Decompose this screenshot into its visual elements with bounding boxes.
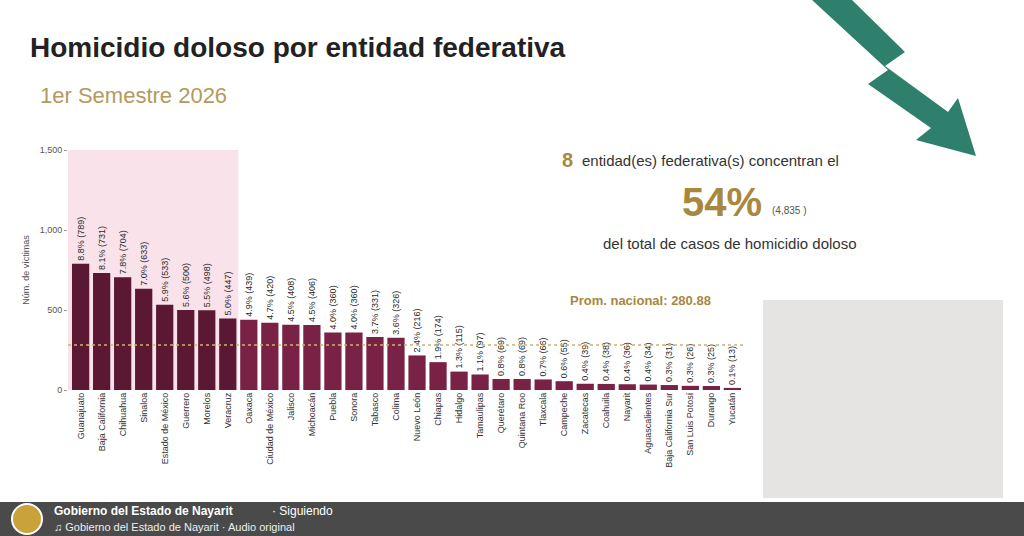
svg-text:San Luis Potosí: San Luis Potosí [685, 392, 695, 456]
svg-text:Baja California: Baja California [97, 393, 107, 452]
svg-text:Querétaro: Querétaro [496, 393, 506, 434]
svg-text:Tabasco: Tabasco [370, 393, 380, 427]
svg-text:54%: 54% [682, 180, 762, 224]
svg-text:4.7% (420): 4.7% (420) [265, 276, 275, 320]
svg-text:1,500: 1,500 [40, 145, 63, 155]
svg-text:Quintana Roo: Quintana Roo [517, 393, 527, 449]
svg-text:Chihuahua: Chihuahua [118, 393, 128, 437]
svg-text:Colima: Colima [391, 393, 401, 421]
svg-text:Veracruz: Veracruz [223, 392, 233, 428]
svg-text:Guerrero: Guerrero [181, 393, 191, 429]
svg-text:3.7% (331): 3.7% (331) [370, 290, 380, 334]
svg-text:Coahuila: Coahuila [601, 393, 611, 429]
svg-text:Hidalgo: Hidalgo [454, 393, 464, 424]
svg-text:0.6% (55): 0.6% (55) [559, 339, 569, 378]
svg-text:2.4% (216): 2.4% (216) [412, 308, 422, 352]
svg-text:Campeche: Campeche [559, 393, 569, 437]
svg-text:1.1% (97): 1.1% (97) [475, 332, 485, 371]
svg-text:1er Semestre 2026: 1er Semestre 2026 [40, 83, 227, 108]
svg-text:(4,835 ): (4,835 ) [772, 205, 806, 216]
svg-text:5.0% (447): 5.0% (447) [223, 271, 233, 315]
svg-text:0.3% (26): 0.3% (26) [685, 344, 695, 383]
svg-text:0.8% (69): 0.8% (69) [517, 337, 527, 376]
svg-text:Puebla: Puebla [328, 393, 338, 421]
svg-text:Zacatecas: Zacatecas [580, 392, 590, 434]
svg-text:Núm. de víctimas: Núm. de víctimas [21, 235, 31, 305]
svg-text:Yucatán: Yucatán [727, 393, 737, 426]
svg-text:0.4% (36): 0.4% (36) [622, 342, 632, 381]
svg-text:Michoacán: Michoacán [307, 393, 317, 437]
svg-text:Durango: Durango [706, 393, 716, 428]
svg-text:Homicidio doloso por entidad f: Homicidio doloso por entidad federativa [30, 32, 566, 63]
svg-text:Guanajuato: Guanajuato [76, 393, 86, 440]
svg-text:4.9% (439): 4.9% (439) [244, 273, 254, 317]
svg-text:7.8% (704): 7.8% (704) [118, 230, 128, 274]
svg-text:· Siguiendo: · Siguiendo [272, 504, 333, 518]
svg-text:0.7% (66): 0.7% (66) [538, 337, 548, 376]
svg-text:4.0% (360): 4.0% (360) [349, 285, 359, 329]
svg-text:4.5% (408): 4.5% (408) [286, 278, 296, 322]
svg-text:8: 8 [562, 149, 573, 171]
svg-text:0: 0 [57, 385, 62, 395]
svg-text:1,000: 1,000 [40, 225, 63, 235]
svg-text:Jalisco: Jalisco [286, 393, 296, 421]
svg-text:Sinaloa: Sinaloa [139, 393, 149, 423]
svg-text:Aguascalientes: Aguascalientes [643, 392, 653, 454]
svg-text:5.9% (533): 5.9% (533) [160, 258, 170, 302]
svg-text:Prom. nacional: 280.88: Prom. nacional: 280.88 [570, 293, 711, 308]
svg-text:Ciudad de México: Ciudad de México [265, 393, 275, 465]
svg-text:Morelos: Morelos [202, 392, 212, 425]
svg-text:Baja California Sur: Baja California Sur [664, 393, 674, 468]
svg-text:500: 500 [47, 305, 62, 315]
svg-text:0.1% (13): 0.1% (13) [727, 346, 737, 385]
svg-text:Tlaxcala: Tlaxcala [538, 393, 548, 427]
svg-text:8.1% (731): 8.1% (731) [97, 226, 107, 270]
svg-text:Nuevo León: Nuevo León [412, 393, 422, 442]
svg-text:0.4% (34): 0.4% (34) [643, 343, 653, 382]
svg-text:entidad(es) federativa(s) conc: entidad(es) federativa(s) concentran el [582, 152, 839, 169]
svg-text:Sonora: Sonora [349, 393, 359, 422]
svg-text:0.4% (38): 0.4% (38) [601, 342, 611, 381]
svg-text:5.6% (500): 5.6% (500) [181, 263, 191, 307]
svg-text:4.0% (360): 4.0% (360) [328, 285, 338, 329]
svg-text:0.3% (25): 0.3% (25) [706, 344, 716, 383]
svg-text:3.6% (326): 3.6% (326) [391, 291, 401, 335]
svg-text:Gobierno del Estado de Nayarit: Gobierno del Estado de Nayarit [54, 504, 233, 518]
svg-text:Estado de México: Estado de México [160, 393, 170, 465]
svg-text:4.5% (406): 4.5% (406) [307, 278, 317, 322]
svg-text:♫ Gobierno del Estado de Nayar: ♫ Gobierno del Estado de Nayarit · Audio… [54, 521, 295, 533]
svg-text:Nayarit: Nayarit [622, 392, 632, 421]
svg-text:1.3% (115): 1.3% (115) [454, 325, 464, 368]
svg-text:Chiapas: Chiapas [433, 392, 443, 426]
svg-text:7.0% (633): 7.0% (633) [139, 242, 149, 286]
svg-text:del total de casos de homicidi: del total de casos de homicidio doloso [603, 235, 857, 252]
svg-text:0.3% (31): 0.3% (31) [664, 343, 674, 382]
svg-text:5.5% (498): 5.5% (498) [202, 263, 212, 307]
svg-text:0.8% (69): 0.8% (69) [496, 337, 506, 376]
svg-text:Tamaulipas: Tamaulipas [475, 392, 485, 438]
svg-text:0.4% (39): 0.4% (39) [580, 342, 590, 381]
svg-text:8.8% (789): 8.8% (789) [76, 217, 86, 261]
svg-text:1.9% (174): 1.9% (174) [433, 315, 443, 359]
svg-text:Oaxaca: Oaxaca [244, 393, 254, 424]
